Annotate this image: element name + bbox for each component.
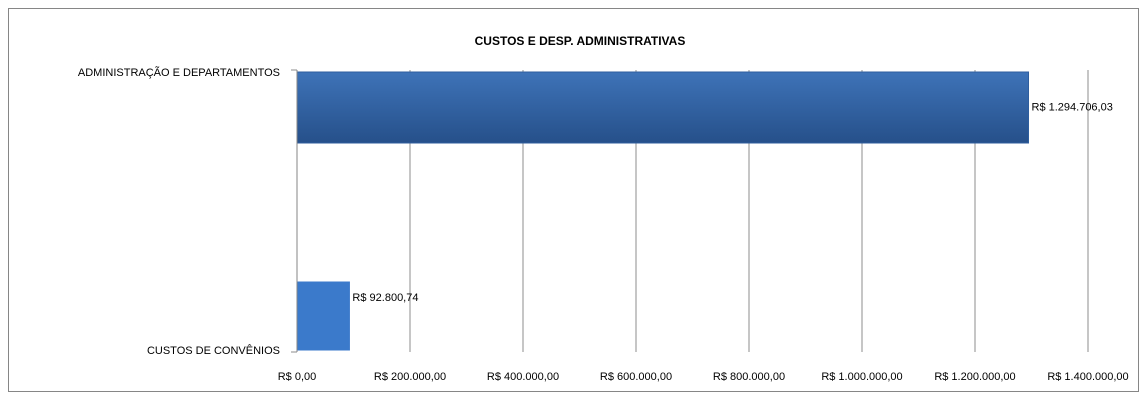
x-tick-label: R$ 0,00 <box>278 371 317 383</box>
x-tick-label: R$ 600.000,00 <box>600 371 672 383</box>
x-tick-label: R$ 200.000,00 <box>374 371 446 383</box>
bar <box>296 71 1030 144</box>
y-tick-label: CUSTOS DE CONVÊNIOS <box>147 344 280 357</box>
bar <box>296 281 350 351</box>
value-label: R$ 1.294.706,03 <box>1032 101 1113 113</box>
chart-title: CUSTOS E DESP. ADMINISTRATIVAS <box>475 34 686 48</box>
y-tick-label: ADMINISTRAÇÃO E DEPARTAMENTOS <box>78 66 280 79</box>
x-tick-label: R$ 400.000,00 <box>487 371 559 383</box>
x-tick-label: R$ 1.200.000,00 <box>934 371 1015 383</box>
x-tick-label: R$ 800.000,00 <box>713 371 785 383</box>
x-tick-label: R$ 1.000.000,00 <box>821 371 902 383</box>
x-tick-label: R$ 1.400.000,00 <box>1047 371 1128 383</box>
value-label: R$ 92.800,74 <box>352 292 418 304</box>
